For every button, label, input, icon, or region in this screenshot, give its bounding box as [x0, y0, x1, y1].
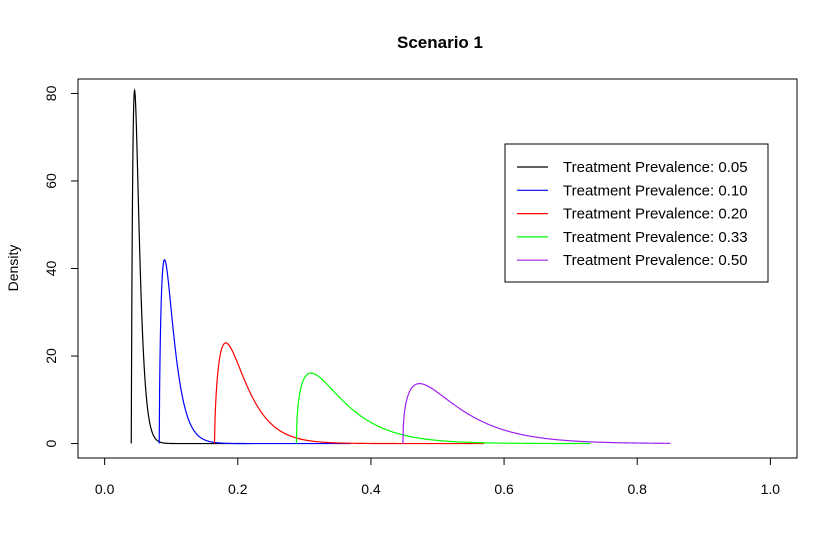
- series-line: [402, 382, 671, 444]
- y-tick-label: 60: [43, 173, 59, 189]
- series-line: [158, 258, 351, 445]
- legend-label: Treatment Prevalence: 0.33: [563, 229, 748, 246]
- y-tick-label: 80: [43, 85, 59, 101]
- series-line: [295, 372, 591, 445]
- series-line: [213, 342, 485, 445]
- x-tick-label: 1.0: [761, 481, 781, 497]
- legend-label: Treatment Prevalence: 0.05: [563, 159, 748, 176]
- y-axis: 0 20 40 60 80: [43, 85, 79, 447]
- x-tick-label: 0.6: [494, 481, 514, 497]
- x-tick-label: 0.2: [228, 481, 248, 497]
- x-tick-label: 0.0: [95, 481, 115, 497]
- legend: Treatment Prevalence: 0.05 Treatment Prev…: [504, 143, 769, 283]
- series-layer: [130, 88, 671, 445]
- x-tick-label: 0.4: [361, 481, 381, 497]
- series-line: [130, 88, 252, 445]
- y-axis-label: Density: [5, 245, 21, 292]
- legend-label: Treatment Prevalence: 0.10: [563, 182, 748, 199]
- chart-title: Scenario 1: [397, 33, 483, 52]
- x-axis: 0.0 0.2 0.4 0.6 0.8 1.0: [95, 457, 781, 497]
- x-tick-label: 0.8: [627, 481, 647, 497]
- y-tick-label: 40: [43, 261, 59, 277]
- legend-box: [504, 143, 769, 283]
- legend-label: Treatment Prevalence: 0.20: [563, 206, 748, 223]
- legend-label: Treatment Prevalence: 0.50: [563, 252, 748, 269]
- y-tick-label: 0: [43, 439, 59, 447]
- y-tick-label: 20: [43, 348, 59, 364]
